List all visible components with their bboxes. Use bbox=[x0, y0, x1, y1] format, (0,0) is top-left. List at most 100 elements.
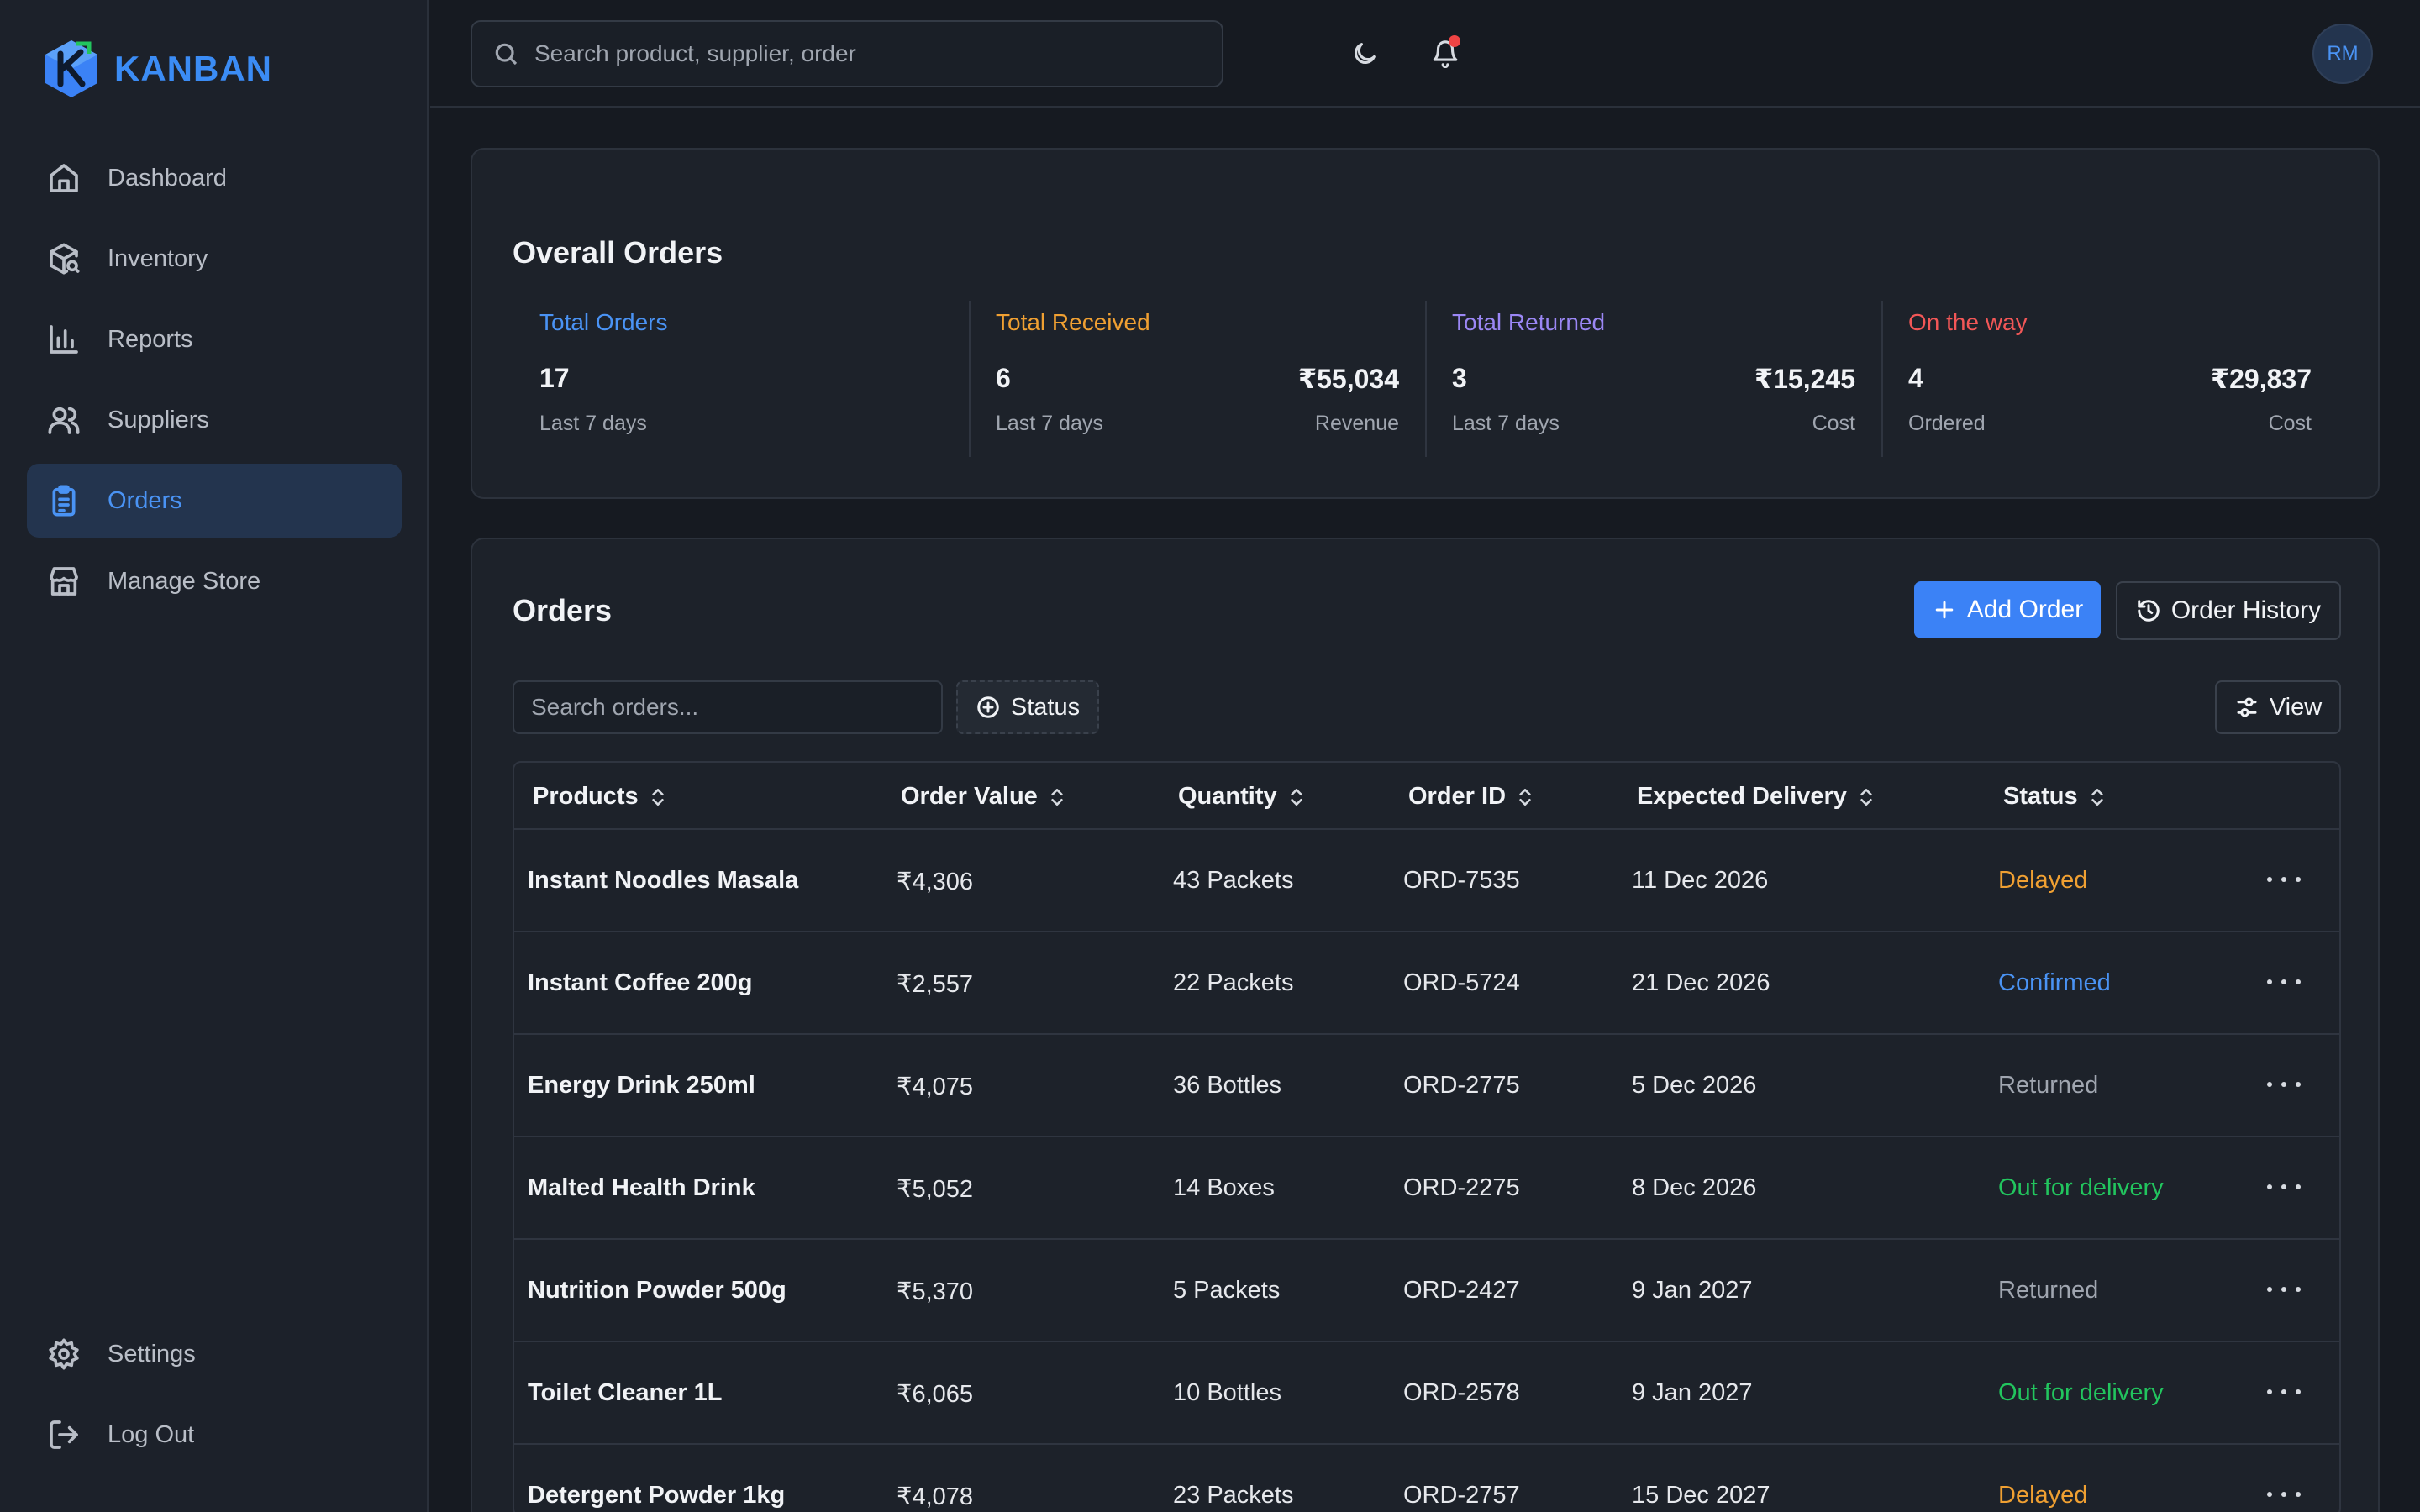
top-header: RM bbox=[430, 0, 2420, 108]
stat-divider bbox=[969, 301, 971, 457]
brand-logo[interactable]: KANBAN bbox=[42, 39, 272, 99]
stat-count: 6 bbox=[996, 363, 1011, 393]
cell-status: Out for delivery bbox=[1998, 1174, 2164, 1201]
cell-product: Detergent Powder 1kg bbox=[528, 1482, 786, 1509]
cell-product: Instant Noodles Masala bbox=[528, 867, 799, 894]
row-actions-more-icon[interactable] bbox=[2267, 867, 2301, 892]
sidebar-item-orders[interactable]: Orders bbox=[27, 464, 402, 538]
stat-count-sub: Last 7 days bbox=[996, 412, 1103, 435]
status-filter-label: Status bbox=[1010, 693, 1081, 721]
row-actions-more-icon[interactable] bbox=[2267, 1174, 2301, 1200]
history-icon bbox=[2138, 600, 2160, 622]
sidebar-item-suppliers[interactable]: Suppliers bbox=[27, 383, 402, 457]
column-label: Products bbox=[533, 783, 639, 810]
orders-table: Products Order Value Quantity Order ID E… bbox=[513, 761, 2341, 1512]
stat-amount-sub: Cost bbox=[2268, 412, 2312, 435]
sort-icon bbox=[1519, 788, 1531, 806]
cell-expected-delivery: 9 Jan 2027 bbox=[1632, 1277, 1753, 1304]
stat-amount-sub: Cost bbox=[1812, 412, 1855, 435]
stat-divider bbox=[1425, 301, 1427, 457]
cell-product: Malted Health Drink bbox=[528, 1174, 755, 1201]
column-header-order-id[interactable]: Order ID bbox=[1408, 783, 1536, 811]
stat-count: 4 bbox=[1908, 363, 1923, 393]
cell-order-id: ORD-2775 bbox=[1403, 1072, 1520, 1099]
row-actions-more-icon[interactable] bbox=[2267, 1379, 2301, 1404]
table-row[interactable]: Detergent Powder 1kg ₹4,078 23 Packets ORD-… bbox=[514, 1445, 2339, 1512]
cell-product: Instant Coffee 200g bbox=[528, 969, 753, 996]
sidebar-item-label: Orders bbox=[108, 486, 182, 514]
cell-expected-delivery: 21 Dec 2026 bbox=[1632, 969, 1770, 996]
kanban-logo-icon bbox=[45, 40, 97, 97]
sidebar-item-manage-store[interactable]: Manage Store bbox=[27, 544, 402, 618]
brand-name: KANBAN bbox=[114, 49, 272, 88]
stat-count-sub: Last 7 days bbox=[539, 412, 647, 435]
column-header-status[interactable]: Status bbox=[2003, 783, 2108, 811]
sidebar-item-reports[interactable]: Reports bbox=[27, 302, 402, 376]
orders-search[interactable] bbox=[513, 680, 943, 734]
cell-order-id: ORD-2427 bbox=[1403, 1277, 1520, 1304]
column-label: Expected Delivery bbox=[1637, 783, 1847, 810]
search-icon bbox=[495, 43, 518, 66]
column-header-products[interactable]: Products bbox=[533, 783, 669, 811]
table-row[interactable]: Energy Drink 250ml ₹4,075 36 Bottles ORD-27… bbox=[514, 1035, 2339, 1137]
cell-order-value: ₹4,075 bbox=[897, 1074, 974, 1100]
sidebar-item-label: Settings bbox=[108, 1340, 196, 1368]
table-row[interactable]: Malted Health Drink ₹5,052 14 Boxes ORD-227… bbox=[514, 1137, 2339, 1240]
add-order-label: Add Order bbox=[1966, 596, 2084, 623]
store-icon bbox=[45, 563, 82, 600]
table-header: Products Order Value Quantity Order ID E… bbox=[514, 763, 2339, 830]
view-label: View bbox=[2269, 693, 2323, 721]
sidebar-item-label: Reports bbox=[108, 325, 193, 353]
plus-icon bbox=[1935, 601, 1954, 619]
sidebar-item-settings[interactable]: Settings bbox=[27, 1317, 402, 1391]
order-history-button[interactable]: Order History bbox=[2116, 581, 2341, 640]
global-search-input[interactable] bbox=[534, 40, 1190, 67]
column-header-expected-delivery[interactable]: Expected Delivery bbox=[1637, 783, 1877, 811]
column-header-quantity[interactable]: Quantity bbox=[1178, 783, 1307, 811]
sort-icon bbox=[1290, 788, 1302, 806]
cell-order-id: ORD-2275 bbox=[1403, 1174, 1520, 1201]
status-filter-button[interactable]: Status bbox=[956, 680, 1099, 734]
sidebar-item-log-out[interactable]: Log Out bbox=[27, 1398, 402, 1472]
cell-quantity: 10 Bottles bbox=[1173, 1379, 1281, 1406]
orders-card: Orders Add Order Order History Status Vi… bbox=[471, 538, 2380, 1512]
row-actions-more-icon[interactable] bbox=[2267, 1072, 2301, 1097]
theme-toggle-button[interactable] bbox=[1341, 30, 1388, 77]
avatar[interactable]: RM bbox=[2312, 24, 2373, 84]
table-row[interactable]: Instant Coffee 200g ₹2,557 22 Packets ORD-5… bbox=[514, 932, 2339, 1035]
stat-amount: ₹15,245 bbox=[1754, 364, 1855, 394]
sidebar-item-dashboard[interactable]: Dashboard bbox=[27, 141, 402, 215]
stat-total-received: Total Received 6 Last 7 days ₹55,034 Rev… bbox=[996, 301, 1399, 457]
add-order-button[interactable]: Add Order bbox=[1914, 581, 2101, 638]
cell-expected-delivery: 5 Dec 2026 bbox=[1632, 1072, 1757, 1099]
row-actions-more-icon[interactable] bbox=[2267, 1277, 2301, 1302]
gear-icon bbox=[45, 1336, 82, 1373]
bar-chart-icon bbox=[45, 321, 82, 358]
table-row[interactable]: Nutrition Powder 500g ₹5,370 5 Packets ORD-… bbox=[514, 1240, 2339, 1342]
stat-divider bbox=[1881, 301, 1883, 457]
cell-order-value: ₹4,078 bbox=[897, 1483, 974, 1510]
users-icon bbox=[45, 402, 82, 438]
cell-order-value: ₹6,065 bbox=[897, 1381, 974, 1408]
table-row[interactable]: Toilet Cleaner 1L ₹6,065 10 Bottles ORD-257… bbox=[514, 1342, 2339, 1445]
cell-quantity: 43 Packets bbox=[1173, 867, 1294, 894]
sidebar-item-inventory[interactable]: Inventory bbox=[27, 222, 402, 296]
order-history-label: Order History bbox=[2170, 596, 2322, 624]
stat-amount-sub: Revenue bbox=[1314, 412, 1399, 435]
cell-expected-delivery: 11 Dec 2026 bbox=[1632, 867, 1769, 894]
notifications-button[interactable] bbox=[1422, 30, 1469, 77]
package-search-icon bbox=[45, 240, 82, 277]
view-options-button[interactable]: View bbox=[2215, 680, 2341, 734]
row-actions-more-icon[interactable] bbox=[2267, 969, 2301, 995]
column-header-order-value[interactable]: Order Value bbox=[901, 783, 1068, 811]
orders-search-input[interactable] bbox=[531, 694, 926, 721]
table-row[interactable]: Instant Noodles Masala ₹4,306 43 Packets OR… bbox=[514, 830, 2339, 932]
global-search[interactable] bbox=[471, 20, 1223, 87]
plus-circle-icon bbox=[977, 696, 999, 718]
sidebar: KANBAN Dashboard Inventory Reports Suppl… bbox=[0, 0, 429, 1512]
sort-icon bbox=[1051, 788, 1063, 806]
row-actions-more-icon[interactable] bbox=[2267, 1482, 2301, 1507]
stat-label: Total Returned bbox=[1452, 309, 1606, 335]
stat-on-the-way: On the way 4 Ordered ₹29,837 Cost bbox=[1908, 301, 2312, 457]
orders-title: Orders bbox=[513, 593, 613, 627]
